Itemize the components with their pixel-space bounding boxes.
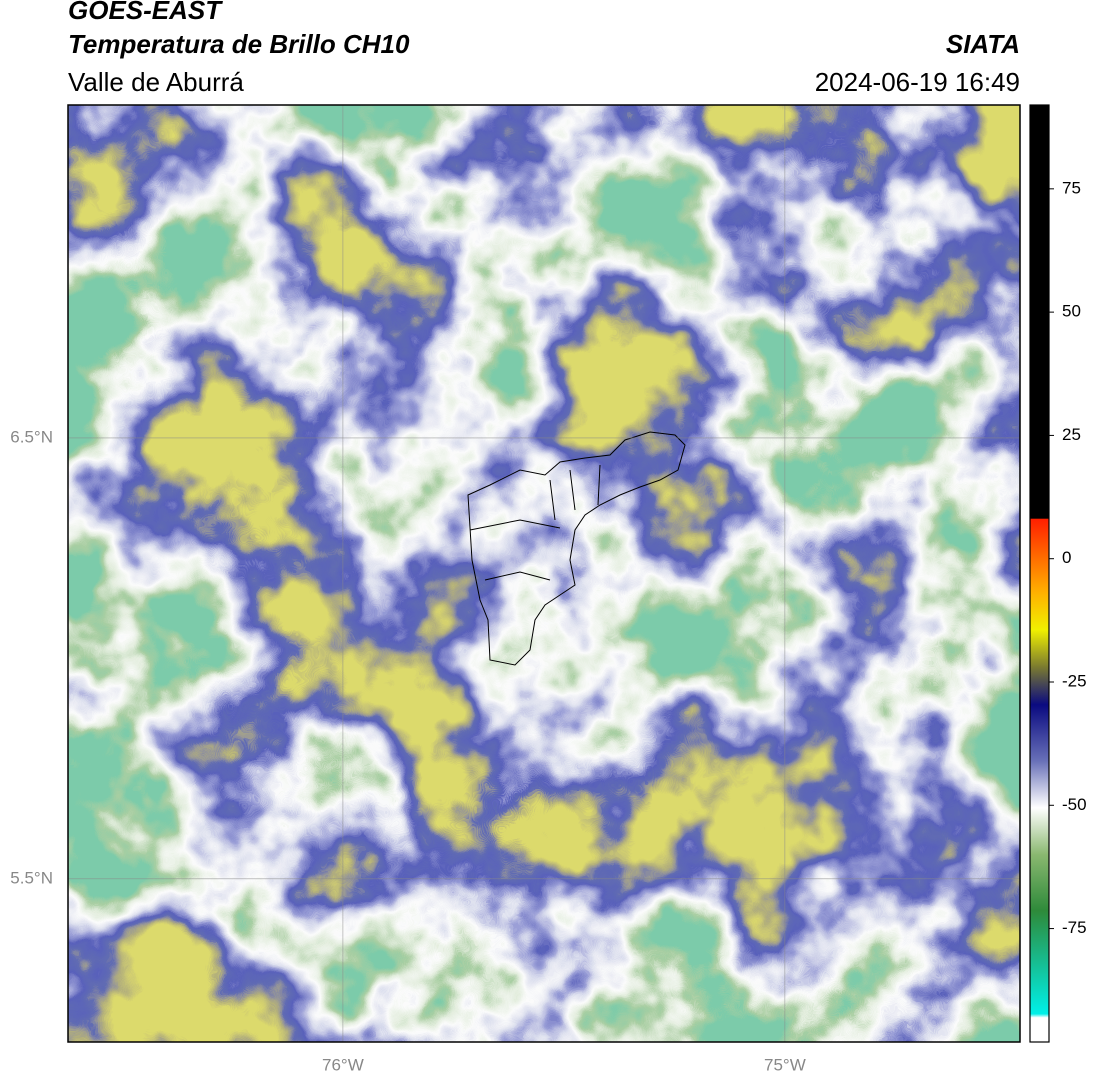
colorbar-tick-label: -50 [1062, 795, 1087, 814]
colorbar [1029, 104, 1050, 1043]
title-line2: Temperatura de Brillo CH10 [68, 29, 410, 59]
x-tick-label: 76°W [322, 1055, 364, 1074]
colorbar-tick-label: 25 [1062, 425, 1081, 444]
colorbar-tick-label: -25 [1062, 671, 1087, 690]
colorbar-tick-label: -75 [1062, 918, 1087, 937]
timestamp: 2024-06-19 16:49 [815, 67, 1020, 97]
grid [68, 105, 1020, 1042]
map-frame [67, 104, 1021, 1043]
x-tick-label: 75°W [764, 1055, 806, 1074]
region: Valle de Aburrá [68, 67, 244, 97]
y-tick-label: 5.5°N [10, 868, 53, 887]
colorbar-tick-label: 0 [1062, 548, 1071, 567]
title-line1: GOES-EAST [68, 0, 223, 25]
brightness-field [68, 105, 1020, 1042]
y-tick-label: 6.5°N [10, 427, 53, 446]
colorbar-tick-label: 75 [1062, 178, 1081, 197]
colorbar-tick-label: 50 [1062, 302, 1081, 321]
valley-boundaries [467, 431, 686, 666]
agency: SIATA [946, 29, 1020, 59]
map-image [68, 105, 1020, 1042]
